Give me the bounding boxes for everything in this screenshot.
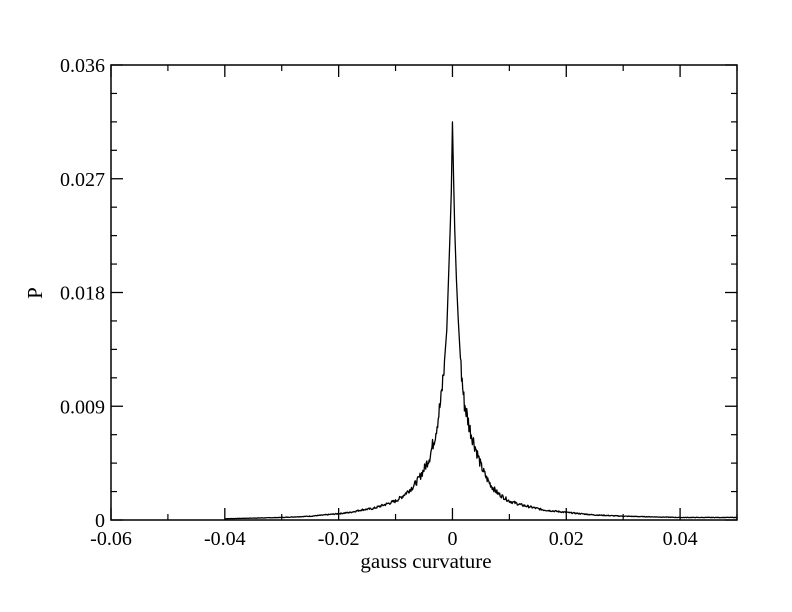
y-axis-label: P (23, 287, 47, 299)
x-tick-label: -0.04 (204, 528, 246, 550)
y-tick-label: 0.027 (60, 169, 105, 191)
plot-frame (110, 64, 738, 521)
y-tick-label: 0.036 (60, 55, 105, 77)
y-tick-label: 0 (95, 510, 105, 532)
x-tick-label: -0.02 (318, 528, 360, 550)
x-tick-label: 0.04 (663, 528, 698, 550)
y-axis-ticks (111, 64, 737, 521)
x-tick-label: 0.02 (549, 528, 584, 550)
x-axis-ticks (110, 65, 738, 520)
x-axis-tick-labels: -0.06 -0.04 -0.02 0 0.02 0.04 (90, 528, 697, 550)
series-line (224, 121, 738, 520)
y-tick-label: 0.009 (60, 396, 105, 418)
x-axis-label: gauss curvature (360, 549, 491, 573)
x-tick-label: 0 (447, 528, 457, 550)
y-axis-tick-labels: 0 0.009 0.018 0.027 0.036 (60, 55, 105, 532)
x-tick-label: -0.06 (90, 528, 132, 550)
y-tick-label: 0.018 (60, 283, 105, 305)
